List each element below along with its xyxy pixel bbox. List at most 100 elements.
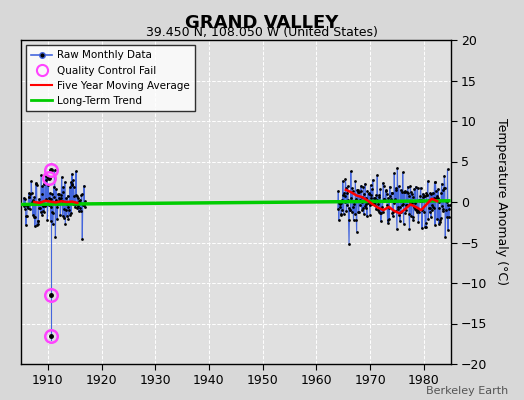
Point <box>377 209 386 216</box>
Text: GRAND VALLEY: GRAND VALLEY <box>185 14 339 32</box>
Point <box>445 206 453 212</box>
Point <box>49 221 57 228</box>
Point <box>341 176 350 183</box>
Point <box>356 188 365 194</box>
Point <box>33 222 41 229</box>
Point <box>390 196 399 202</box>
Point <box>350 201 358 207</box>
Point <box>51 234 60 240</box>
Point <box>436 217 444 223</box>
Point <box>29 197 38 204</box>
Point <box>377 203 386 210</box>
Point <box>419 190 427 197</box>
Point <box>438 180 446 187</box>
Point <box>381 197 389 203</box>
Point <box>355 208 363 215</box>
Point <box>45 194 53 201</box>
Point <box>417 197 425 203</box>
Point <box>42 196 51 202</box>
Point <box>361 180 369 187</box>
Point <box>79 202 87 208</box>
Point <box>392 186 400 193</box>
Point <box>344 197 352 203</box>
Point <box>401 188 409 194</box>
Point <box>413 209 421 216</box>
Point <box>402 202 410 208</box>
Point <box>385 216 393 222</box>
Point <box>394 204 402 210</box>
Point <box>64 204 72 210</box>
Point <box>54 191 62 198</box>
Point <box>440 172 449 179</box>
Point <box>411 206 419 212</box>
Point <box>344 183 352 190</box>
Point <box>38 212 46 218</box>
Point <box>26 191 35 198</box>
Point <box>377 218 385 225</box>
Point <box>388 210 397 216</box>
Point <box>66 184 74 190</box>
Point <box>405 226 413 232</box>
Point <box>410 186 419 192</box>
Point <box>399 220 408 227</box>
Point <box>341 193 349 200</box>
Point <box>336 201 344 208</box>
Point <box>347 195 355 201</box>
Point <box>373 196 381 203</box>
Point <box>399 169 407 176</box>
Point <box>25 194 34 200</box>
Point <box>427 214 435 220</box>
Point <box>52 186 60 192</box>
Point <box>420 193 429 199</box>
Point <box>396 218 404 224</box>
Point <box>398 189 406 195</box>
Point <box>30 194 39 201</box>
Text: 39.450 N, 108.050 W (United States): 39.450 N, 108.050 W (United States) <box>146 26 378 39</box>
Point <box>352 196 360 202</box>
Point <box>410 204 418 210</box>
Point <box>422 190 431 196</box>
Point <box>406 183 414 189</box>
Point <box>30 214 38 220</box>
Point <box>65 200 73 206</box>
Point <box>47 218 55 224</box>
Point <box>351 211 359 217</box>
Point <box>23 213 31 219</box>
Point <box>49 184 58 190</box>
Point <box>25 190 33 196</box>
Point <box>60 214 69 221</box>
Point <box>21 196 30 202</box>
Point <box>70 184 78 190</box>
Point <box>41 176 50 183</box>
Point <box>419 194 428 200</box>
Point <box>433 193 441 199</box>
Point <box>19 203 28 209</box>
Point <box>362 195 370 202</box>
Point <box>435 219 444 225</box>
Point <box>28 200 37 206</box>
Point <box>368 200 377 207</box>
Point <box>429 189 437 196</box>
Point <box>337 197 346 203</box>
Point <box>35 196 43 202</box>
Point <box>399 201 407 208</box>
Point <box>23 203 31 209</box>
Point <box>354 188 362 195</box>
Point <box>22 213 30 220</box>
Point <box>366 182 375 188</box>
Point <box>21 222 30 228</box>
Point <box>347 168 355 175</box>
Point <box>79 201 88 208</box>
Point <box>350 197 358 204</box>
Point <box>81 204 89 211</box>
Point <box>397 209 405 215</box>
Point <box>38 183 47 190</box>
Point <box>59 184 67 190</box>
Point <box>43 216 51 223</box>
Point <box>388 190 396 196</box>
Point <box>427 205 435 212</box>
Point <box>73 193 81 200</box>
Point <box>67 179 75 186</box>
Point <box>425 205 433 212</box>
Point <box>438 203 446 210</box>
